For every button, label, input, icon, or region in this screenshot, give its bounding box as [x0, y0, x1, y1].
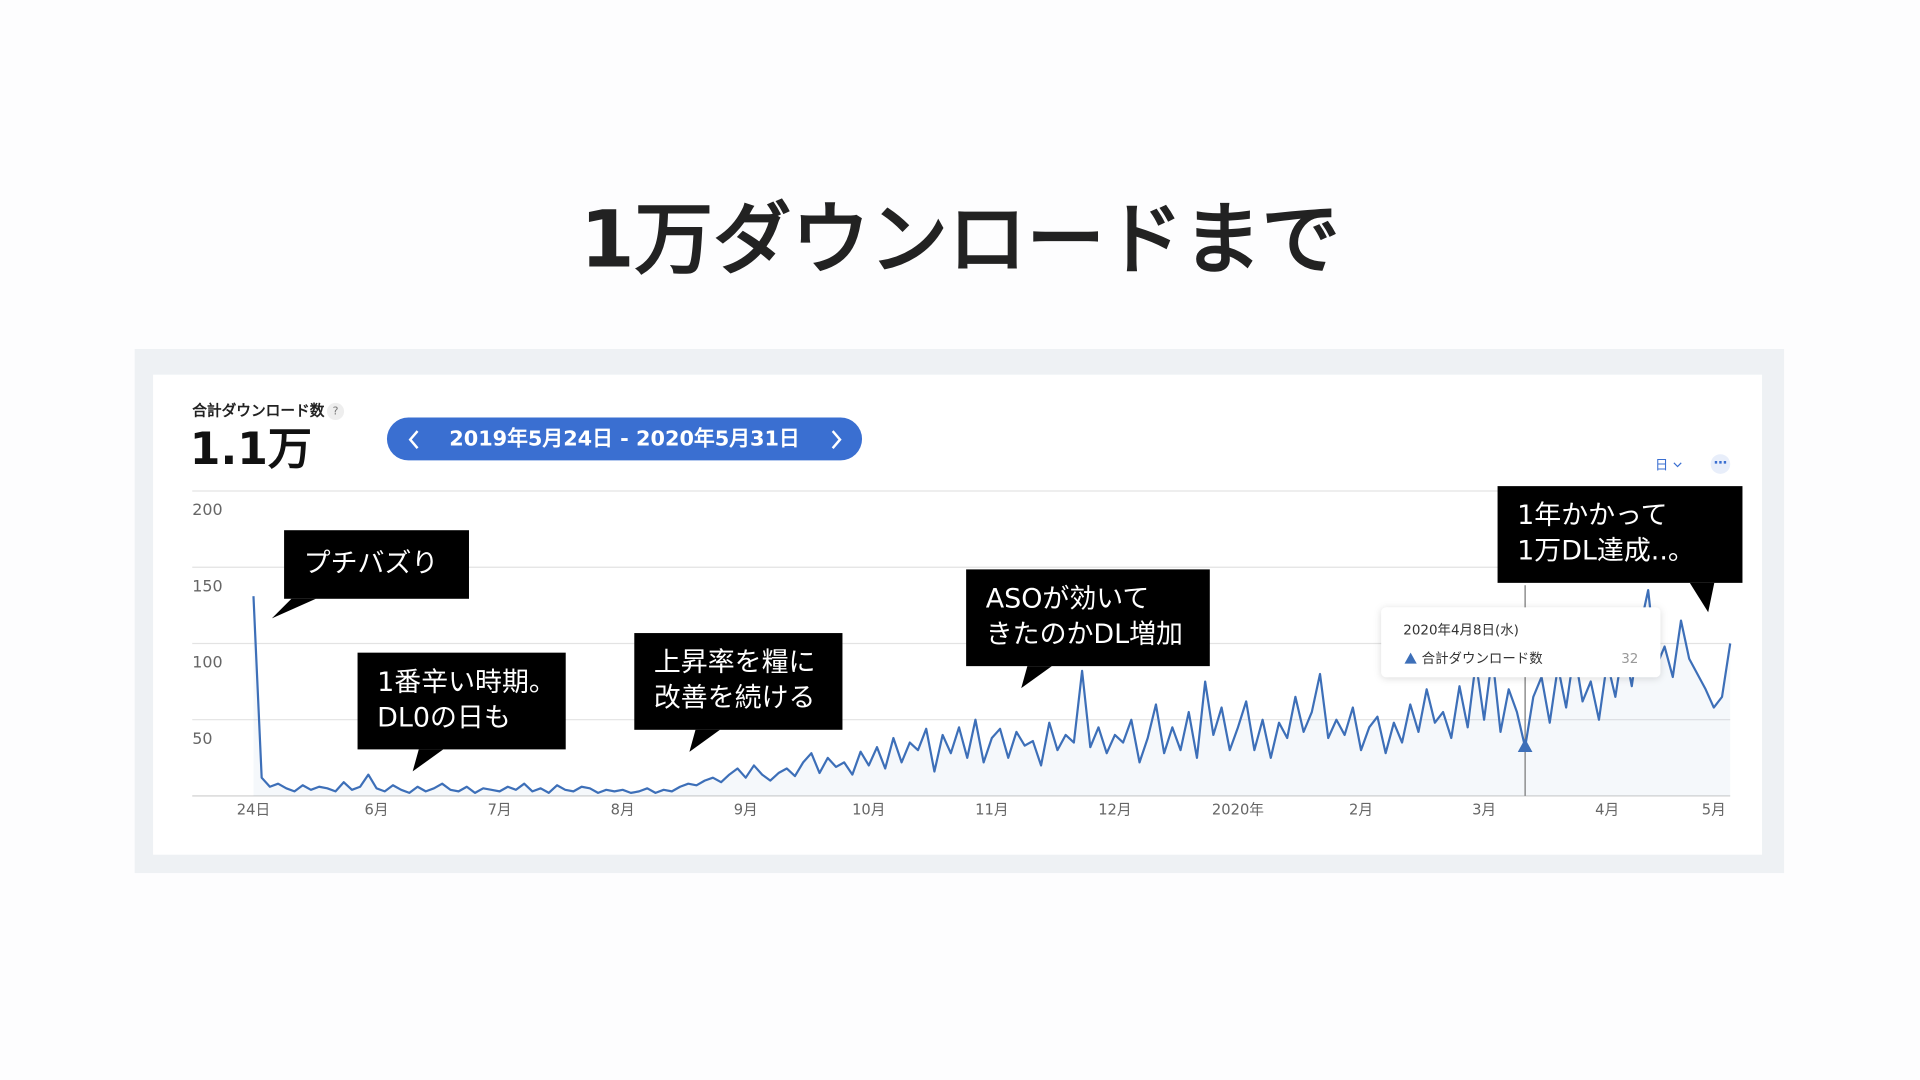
x-tick-label: 11月	[975, 802, 1008, 819]
y-tick-label: 150	[192, 576, 222, 595]
callout-text: ASOが効いて	[986, 584, 1150, 615]
tooltip-value: 32	[1621, 652, 1638, 667]
next-arrow[interactable]	[831, 430, 842, 449]
callout-box	[1497, 486, 1743, 583]
prev-arrow[interactable]	[408, 430, 419, 449]
x-tick-label: 4月	[1595, 802, 1619, 819]
callout-text: プチバズり	[304, 548, 439, 579]
help-icon[interactable]	[326, 402, 345, 421]
more-button[interactable]	[1710, 454, 1731, 474]
x-tick-label: 9月	[734, 802, 758, 819]
date-range-pill[interactable]	[386, 417, 863, 461]
tooltip-icon	[1404, 652, 1417, 664]
area	[253, 590, 1731, 796]
callout-box	[284, 530, 469, 599]
y-tick-label: 100	[192, 653, 222, 672]
x-tick-label: 10月	[852, 802, 885, 819]
hover-marker	[1517, 738, 1533, 753]
callout-text: 1万DL達成..。	[1517, 536, 1695, 567]
slide-title: 1万ダウンロードまで	[580, 194, 1340, 285]
line	[252, 588, 1732, 794]
callout-box	[634, 633, 843, 730]
callout-text: 1番辛い時期。	[377, 667, 556, 698]
metric-name: 合計ダウンロード数	[191, 401, 325, 419]
x-tick-label: 5月	[1702, 802, 1726, 819]
metric-total: 1.1万	[190, 424, 312, 475]
x-tick-label: 2月	[1349, 802, 1373, 819]
x-tick-label: 6月	[365, 802, 389, 819]
x-tick-label: 7月	[488, 802, 512, 819]
callout-tail	[1689, 582, 1715, 613]
y-tick-label: 50	[192, 729, 212, 748]
callout-text: DL0の日も	[377, 702, 511, 733]
callout-text: 1年かかって	[1517, 500, 1667, 531]
more-text: ⋯	[1714, 456, 1727, 471]
x-tick-label: 2020年	[1212, 802, 1264, 819]
dropdown-chevron	[1673, 462, 1682, 468]
callout-text: きたのかDL増加	[986, 619, 1183, 650]
x-tick-label: 8月	[611, 802, 635, 819]
callout-text: 上昇率を糧に	[654, 647, 816, 678]
x-tick-label: 12月	[1098, 802, 1131, 819]
granularity[interactable]: 日	[1655, 458, 1668, 473]
date-range: 2019年5月24日 - 2020年5月31日	[449, 427, 799, 451]
help-text: ?	[333, 404, 339, 417]
callout-box	[357, 652, 566, 750]
tooltip-series: 合計ダウンロード数	[1422, 651, 1544, 667]
x-tick-label: 24日	[237, 802, 270, 819]
callout-text: 改善を続ける	[654, 683, 816, 714]
callout-box	[966, 569, 1210, 667]
x-tick-label: 3月	[1472, 802, 1496, 819]
tooltip-date: 2020年4月8日(水)	[1403, 623, 1519, 639]
tooltip	[1381, 607, 1661, 678]
y-tick-label: 200	[192, 500, 222, 519]
